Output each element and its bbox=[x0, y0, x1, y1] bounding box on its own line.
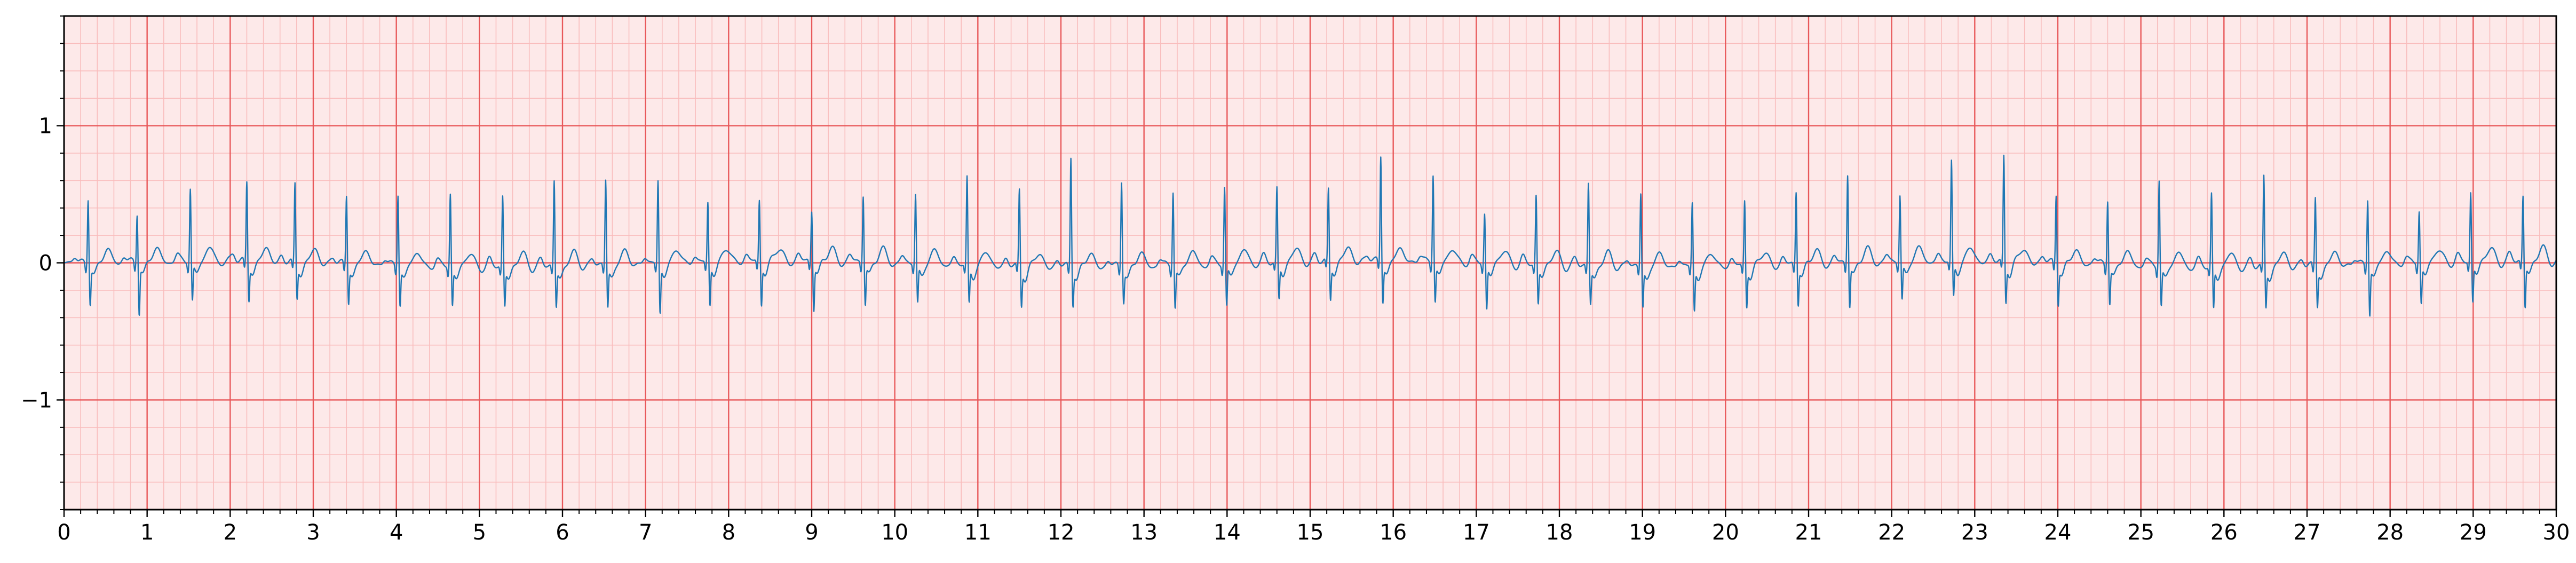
x-tick-label: 23 bbox=[1961, 520, 1988, 545]
x-tick-label: 16 bbox=[1380, 520, 1407, 545]
x-tick-label: 27 bbox=[2294, 520, 2321, 545]
x-tick-label: 20 bbox=[1712, 520, 1739, 545]
y-tick-label: 0 bbox=[39, 251, 52, 276]
x-tick-label: 28 bbox=[2376, 520, 2404, 545]
x-tick-label: 6 bbox=[556, 520, 569, 545]
x-tick-label: 25 bbox=[2127, 520, 2154, 545]
x-tick-label: 1 bbox=[140, 520, 154, 545]
x-tick-label: 14 bbox=[1214, 520, 1241, 545]
x-tick-label: 8 bbox=[722, 520, 735, 545]
x-tick-label: 21 bbox=[1795, 520, 1822, 545]
y-axis: −1 0 1 bbox=[21, 15, 64, 510]
x-tick-label: 12 bbox=[1048, 520, 1075, 545]
x-tick-label: 18 bbox=[1546, 520, 1573, 545]
x-tick-label: 2 bbox=[224, 520, 237, 545]
x-tick-label: 7 bbox=[639, 520, 652, 545]
x-tick-label: 11 bbox=[964, 520, 992, 545]
x-tick-label: 19 bbox=[1629, 520, 1656, 545]
x-tick-label: 10 bbox=[881, 520, 908, 545]
x-tick-label: 15 bbox=[1297, 520, 1324, 545]
x-tick-label: 3 bbox=[306, 520, 320, 545]
y-tick-label: −1 bbox=[21, 388, 52, 413]
x-tick-label: 26 bbox=[2210, 520, 2238, 545]
x-tick-label: 13 bbox=[1130, 520, 1158, 545]
x-tick-label: 5 bbox=[473, 520, 486, 545]
y-tick-label: 1 bbox=[39, 114, 52, 139]
x-axis: 0 1 2 3 4 5 6 7 8 9 10 11 12 13 14 15 16 17 18 19 20 21 22 23 24… bbox=[57, 510, 2570, 545]
x-tick-label: 29 bbox=[2460, 520, 2487, 545]
x-tick-label: 4 bbox=[390, 520, 403, 545]
x-tick-label: 24 bbox=[2044, 520, 2072, 545]
x-tick-label: 22 bbox=[1878, 520, 1905, 545]
ecg-trace bbox=[64, 154, 2557, 317]
ecg-trace-group bbox=[64, 154, 2557, 317]
x-tick-label: 30 bbox=[2543, 520, 2570, 545]
x-tick-label: 0 bbox=[57, 520, 70, 545]
x-tick-label: 17 bbox=[1463, 520, 1490, 545]
x-tick-label: 9 bbox=[805, 520, 818, 545]
